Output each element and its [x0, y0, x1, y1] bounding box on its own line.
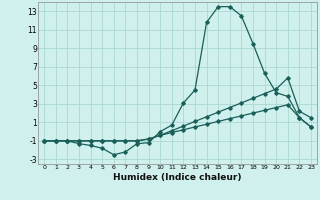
X-axis label: Humidex (Indice chaleur): Humidex (Indice chaleur) [113, 173, 242, 182]
